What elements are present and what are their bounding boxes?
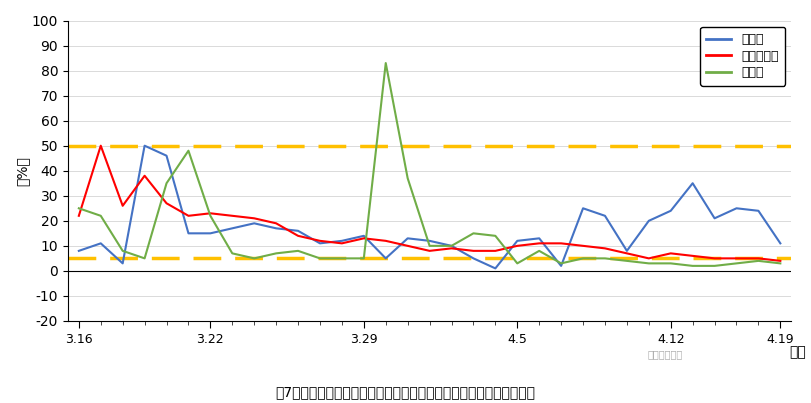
Text: 维润赛润资讯: 维润赛润资讯 xyxy=(647,350,683,359)
X-axis label: 日期: 日期 xyxy=(789,345,806,359)
Text: 图7：新加坡、印度尼西亚和菲律宾新冠肺炎现存确诊病例增幅走势图: 图7：新加坡、印度尼西亚和菲律宾新冠肺炎现存确诊病例增幅走势图 xyxy=(276,385,535,399)
Legend: 新加坡, 印度尼西亚, 菲律宾: 新加坡, 印度尼西亚, 菲律宾 xyxy=(700,27,785,86)
Y-axis label: （%）: （%） xyxy=(15,156,29,186)
